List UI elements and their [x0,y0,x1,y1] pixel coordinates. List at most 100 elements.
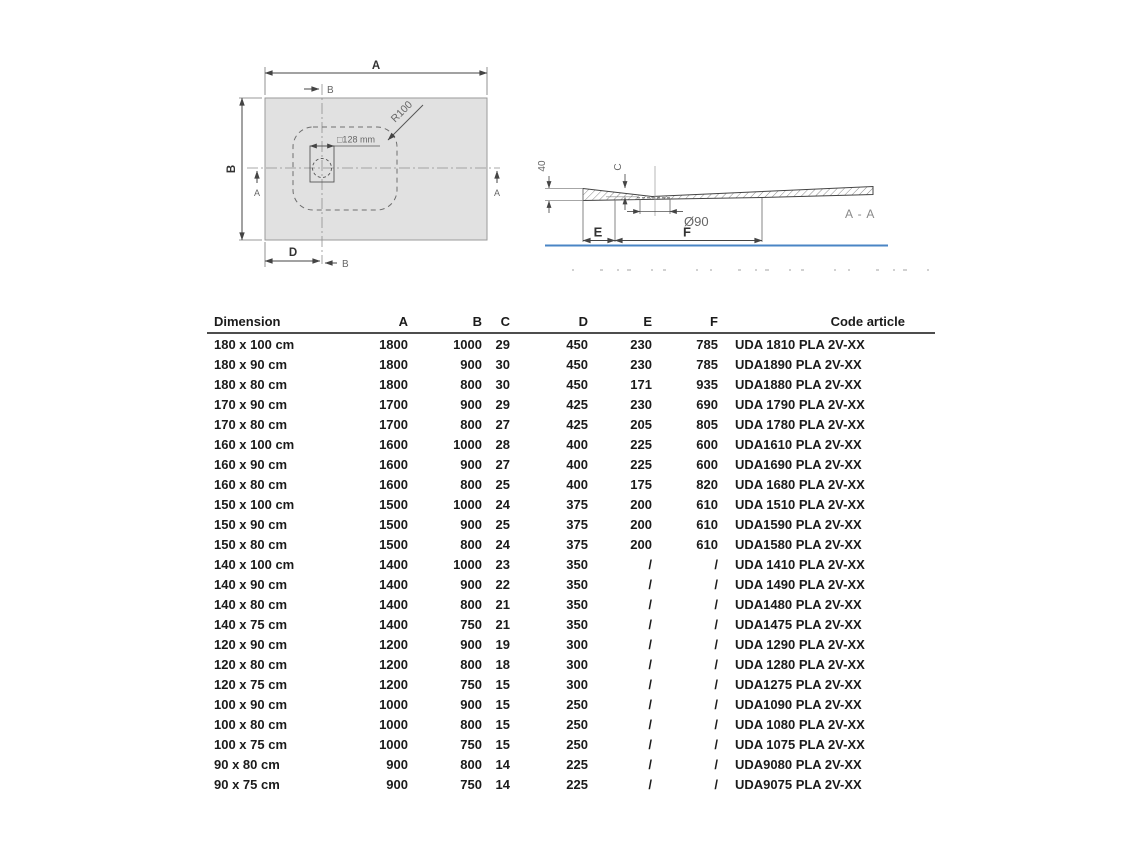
section-view: Ø90 40 C E F A - A [537,160,938,271]
table-row: 180 x 90 cm 1800 900 30 450 230 785 UDA1890 PLA… [207,354,935,374]
cell-b: 800 [460,416,482,432]
cell-b: 800 [460,656,482,672]
cell-d: 450 [566,336,588,352]
cell-dimension: 120 x 75 cm [214,676,288,692]
table-row: 90 x 80 cm 900 800 14 225 / / UDA9080 PLA 2V-XX [207,754,935,774]
table-row: 140 x 75 cm 1400 750 21 350 / / UDA1475 PLA 2V-… [207,614,935,634]
cell-a: 1500 [379,496,408,512]
cell-c: 14 [495,756,510,772]
spec-table-container: Dimension A B C D E F Code article 180 x… [207,310,935,794]
cell-a: 1800 [379,356,408,372]
cell-e: 230 [630,336,652,352]
cell-e: 171 [630,376,652,392]
cell-c: 21 [495,596,510,612]
cell-dimension: 120 x 80 cm [214,656,288,672]
cell-c: 30 [495,376,510,392]
section-b-top-label: B [327,85,334,96]
cell-e: / [648,776,652,792]
cell-e: 200 [630,496,652,512]
tray-outline [264,97,488,241]
table-row: 100 x 90 cm 1000 900 15 250 / / UDA1090 PLA 2V-… [207,694,935,714]
dim-label-b: B [226,165,238,173]
cell-f: / [714,716,718,732]
cell-b: 1000 [453,436,482,452]
table-row: 90 x 75 cm 900 750 14 225 / / UDA9075 PLA 2V-XX [207,774,935,794]
cell-c: 21 [495,616,510,632]
cell-code-article: UDA1880 PLA 2V-XX [735,376,862,392]
cell-code-article: UDA1580 PLA 2V-XX [735,536,862,552]
cell-c: 24 [495,536,510,552]
cell-c: 29 [495,336,510,352]
cell-dimension: 100 x 75 cm [214,736,288,752]
cell-b: 750 [460,676,482,692]
col-header-dimension: Dimension [207,310,347,334]
cell-a: 900 [386,776,408,792]
cell-code-article: UDA 1080 PLA 2V-XX [735,716,865,732]
cell-f: / [714,616,718,632]
cell-d: 425 [566,416,588,432]
dim-label-d: D [289,247,297,259]
cell-f: 600 [696,456,718,472]
cell-dimension: 160 x 90 cm [214,456,288,472]
cell-b: 1000 [453,336,482,352]
cell-a: 1700 [379,396,408,412]
cell-a: 1000 [379,716,408,732]
table-row: 160 x 100 cm 1600 1000 28 400 225 600 UDA1610 P… [207,434,935,454]
cell-c: 27 [495,456,510,472]
col-header-code-article: Code article [718,310,935,334]
drain-size-label: □128 mm [337,135,375,145]
cell-a: 1200 [379,656,408,672]
cell-e: / [648,736,652,752]
cell-c: 23 [495,556,510,572]
cell-code-article: UDA 1280 PLA 2V-XX [735,656,865,672]
cell-a: 1800 [379,336,408,352]
cell-c: 15 [495,676,510,692]
cell-b: 900 [460,516,482,532]
table-row: 160 x 80 cm 1600 800 25 400 175 820 UDA 1680 PL… [207,474,935,494]
col-header-c: C [482,310,510,334]
cell-d: 250 [566,736,588,752]
cell-d: 350 [566,596,588,612]
cell-c: 15 [495,696,510,712]
cell-c: 18 [495,656,510,672]
cell-code-article: UDA1590 PLA 2V-XX [735,516,862,532]
cell-e: / [648,596,652,612]
cell-e: 225 [630,456,652,472]
basin-dashed-outline [292,126,398,211]
cell-f: 610 [696,496,718,512]
table-row: 120 x 80 cm 1200 800 18 300 / / UDA 1280 PLA 2V… [207,654,935,674]
cell-b: 800 [460,536,482,552]
cell-e: / [648,576,652,592]
cell-c: 19 [495,636,510,652]
cell-d: 300 [566,676,588,692]
cell-d: 450 [566,376,588,392]
col-header-a: A [347,310,408,334]
cell-f: 690 [696,396,718,412]
dim-label-e: E [594,225,603,240]
cell-e: 200 [630,516,652,532]
cell-d: 350 [566,556,588,572]
cell-c: 14 [495,776,510,792]
table-row: 170 x 80 cm 1700 800 27 425 205 805 UDA 1780 PL… [207,414,935,434]
cell-dimension: 170 x 80 cm [214,416,288,432]
cell-d: 250 [566,696,588,712]
table-row: 100 x 80 cm 1000 800 15 250 / / UDA 1080 PLA 2V… [207,714,935,734]
cell-f: 805 [696,416,718,432]
cell-a: 1400 [379,596,408,612]
cell-dimension: 140 x 90 cm [214,576,288,592]
cell-b: 900 [460,396,482,412]
cell-f: 820 [696,476,718,492]
cell-a: 1400 [379,556,408,572]
cell-dimension: 160 x 100 cm [214,436,295,452]
cell-f: 785 [696,356,718,372]
table-row: 150 x 90 cm 1500 900 25 375 200 610 UDA1590 PLA… [207,514,935,534]
table-row: 150 x 80 cm 1500 800 24 375 200 610 UDA1580 PLA… [207,534,935,554]
table-row: 140 x 80 cm 1400 800 21 350 / / UDA1480 PLA 2V-… [207,594,935,614]
cell-e: / [648,616,652,632]
table-row: 160 x 90 cm 1600 900 27 400 225 600 UDA1690 PLA… [207,454,935,474]
cell-d: 225 [566,776,588,792]
cell-e: / [648,656,652,672]
spec-table-body: 180 x 100 cm 1800 1000 29 450 230 785 UDA 1810 … [207,333,935,794]
cell-b: 900 [460,356,482,372]
cell-dimension: 90 x 80 cm [214,756,280,772]
